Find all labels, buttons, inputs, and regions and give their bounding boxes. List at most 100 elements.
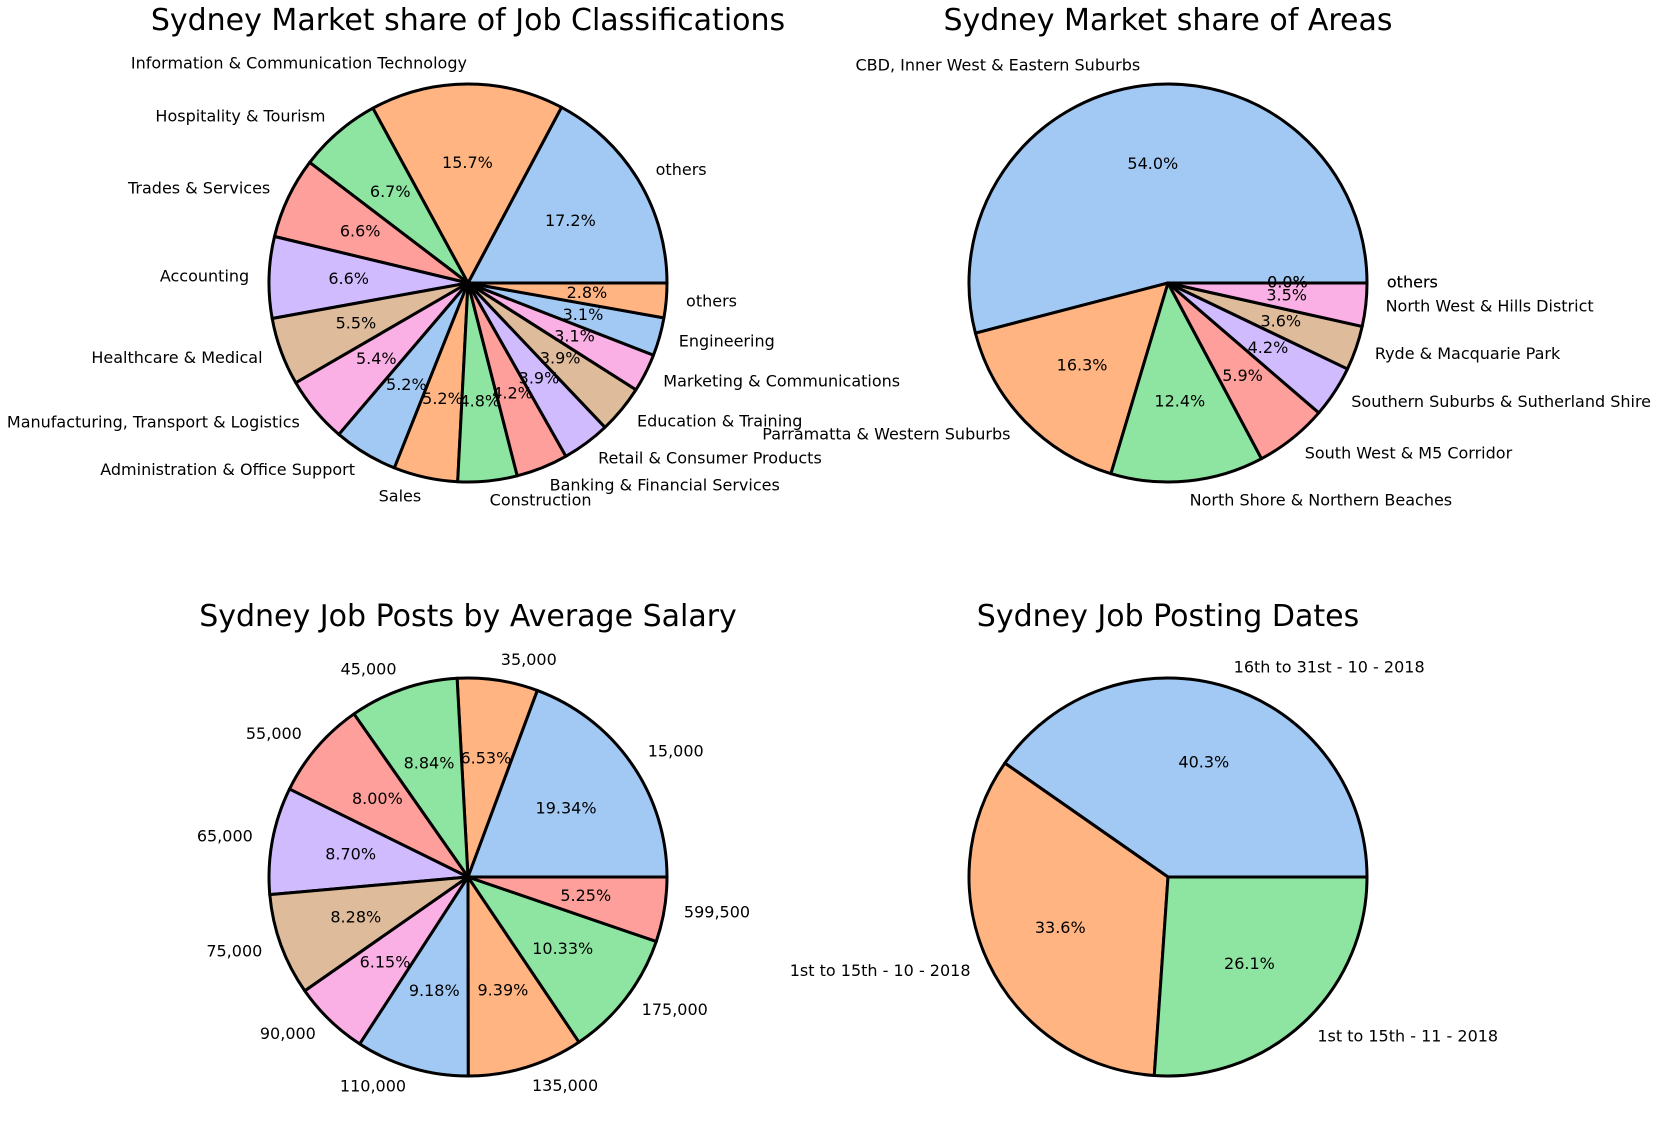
slice-label: Accounting xyxy=(160,266,249,285)
slice-label: 15,000 xyxy=(648,742,704,761)
slice-percent: 0.0% xyxy=(1267,273,1308,292)
slice-label: 1st to 15th - 11 - 2018 xyxy=(1317,1027,1498,1046)
slice-label: 75,000 xyxy=(206,941,262,960)
slice-percent: 5.5% xyxy=(336,314,377,333)
slice-label: 65,000 xyxy=(197,826,253,845)
pie-wedge xyxy=(267,787,470,897)
slice-percent: 0.0% xyxy=(1267,273,1308,292)
slice-percent: 5.2% xyxy=(386,375,427,394)
wedges xyxy=(267,676,669,1078)
slice-label: South West & M5 Corridor xyxy=(1305,443,1513,462)
chart-title: Sydney Job Posting Dates xyxy=(977,599,1359,634)
slice-percent: 3.9% xyxy=(519,368,560,387)
slice-percent: 6.53% xyxy=(460,748,511,767)
slice-label: others xyxy=(656,160,707,179)
slice-label: 45,000 xyxy=(341,660,397,679)
slice-percent: 9.18% xyxy=(409,981,460,1000)
slice-label: Sales xyxy=(379,486,422,505)
slice-label: CBD, Inner West & Eastern Suburbs xyxy=(856,55,1141,74)
pie-wedge xyxy=(973,281,1170,476)
slice-label: 135,000 xyxy=(532,1076,598,1095)
slice-label: Banking & Financial Services xyxy=(550,476,780,495)
slice-label: others xyxy=(1387,273,1438,292)
slice-percent: 15.7% xyxy=(442,153,493,172)
slice-percent: 8.84% xyxy=(404,754,455,773)
slice-label: 110,000 xyxy=(340,1076,406,1095)
slice-percent: 26.1% xyxy=(1224,954,1275,973)
slice-percent: 19.34% xyxy=(536,798,597,817)
slice-percent: 10.33% xyxy=(532,939,593,958)
chart-title: Sydney Market share of Job Classificatio… xyxy=(151,3,785,38)
slice-label: others xyxy=(1387,273,1438,292)
chart-title: Sydney Job Posts by Average Salary xyxy=(199,599,737,634)
slice-label: 599,500 xyxy=(684,902,750,921)
pie-wedge xyxy=(1003,676,1369,879)
wedges xyxy=(967,676,1369,1078)
slice-percent: 6.15% xyxy=(360,952,411,971)
wedge-labels: CBD, Inner West & Eastern Suburbs 54.0% Pa… xyxy=(762,55,1651,509)
slice-label: North West & Hills District xyxy=(1386,297,1594,316)
slice-percent: 4.8% xyxy=(459,391,500,410)
slice-percent: 5.4% xyxy=(356,349,397,368)
slice-percent: 2.8% xyxy=(567,283,608,302)
wedges xyxy=(267,82,669,484)
slice-label: Southern Suburbs & Sutherland Shire xyxy=(1351,392,1651,411)
wedge-labels: 15,000 19.34% 35,000 6.53% 45,000 8.84% 55,000… xyxy=(197,650,750,1095)
chart-title: Sydney Market share of Areas xyxy=(943,3,1392,38)
slice-label: others xyxy=(686,292,737,311)
slice-percent: 8.00% xyxy=(352,789,403,808)
slice-percent: 33.6% xyxy=(1035,918,1086,937)
slice-label: Ryde & Macquarie Park xyxy=(1375,344,1561,363)
slice-label: Engineering xyxy=(679,332,775,351)
slice-label: Marketing & Communications xyxy=(663,371,900,390)
slice-label: Information & Communication Technology xyxy=(131,54,467,73)
slice-percent: 8.28% xyxy=(330,907,381,926)
pie-wedge xyxy=(967,82,1369,335)
slice-label: Construction xyxy=(490,490,592,509)
pie-wedge xyxy=(1166,281,1369,328)
pie-chart-job-classifications: Sydney Market share of Job Classificatio… xyxy=(7,3,900,509)
pie-wedge xyxy=(466,875,669,943)
pie-wedge xyxy=(466,875,658,1044)
pie-wedge xyxy=(1152,875,1369,1078)
slice-percent: 5.2% xyxy=(422,389,463,408)
slice-percent: 16.3% xyxy=(1057,355,1108,374)
wedge-labels: others 17.2% Information & Communication T… xyxy=(7,54,900,510)
slice-percent: 40.3% xyxy=(1178,753,1229,772)
wedge-labels: 16th to 31st - 10 - 2018 40.3% 1st to 15th… xyxy=(790,658,1498,1046)
pie-chart-areas: Sydney Market share of Areas CBD, Inner … xyxy=(762,3,1651,509)
slice-label: Trades & Services xyxy=(127,179,270,198)
slice-label: 35,000 xyxy=(501,650,557,669)
pie-wedge xyxy=(268,875,470,993)
slice-label: 1st to 15th - 10 - 2018 xyxy=(790,961,971,980)
pie-wedge xyxy=(466,105,669,285)
pie-wedge xyxy=(358,875,470,1078)
slice-percent: 3.9% xyxy=(540,348,581,367)
slice-label: 175,000 xyxy=(642,1000,708,1019)
slice-label: North Shore & Northern Beaches xyxy=(1190,490,1453,509)
slice-percent: 17.2% xyxy=(545,211,596,230)
slice-label: Manufacturing, Transport & Logistics xyxy=(7,413,300,432)
slice-percent: 6.6% xyxy=(328,269,369,288)
slice-percent: 4.2% xyxy=(1248,338,1289,357)
slice-label: 16th to 31st - 10 - 2018 xyxy=(1234,658,1425,677)
pie-wedge xyxy=(352,676,470,879)
slice-label: Administration & Office Support xyxy=(100,460,355,479)
pie-wedge xyxy=(466,875,581,1078)
slice-label: Retail & Consumer Products xyxy=(598,448,822,467)
pie-chart-average-salary: Sydney Job Posts by Average Salary 15,00… xyxy=(197,599,750,1095)
slice-label: Parramatta & Western Suburbs xyxy=(762,424,1010,443)
slice-label: 90,000 xyxy=(260,1024,316,1043)
slice-label: 55,000 xyxy=(246,724,302,743)
slice-percent: 3.1% xyxy=(563,305,604,324)
slice-label: Hospitality & Tourism xyxy=(155,106,325,125)
slice-percent: 9.39% xyxy=(478,981,529,1000)
pie-wedge xyxy=(287,712,470,879)
slice-percent: 6.6% xyxy=(340,221,381,240)
slice-percent: 6.7% xyxy=(370,182,411,201)
slice-percent: 5.9% xyxy=(1222,366,1263,385)
pie-chart-posting-dates: Sydney Job Posting Dates 16th to 31st - … xyxy=(790,599,1498,1078)
pie-wedge xyxy=(466,688,669,879)
wedges xyxy=(967,82,1369,484)
